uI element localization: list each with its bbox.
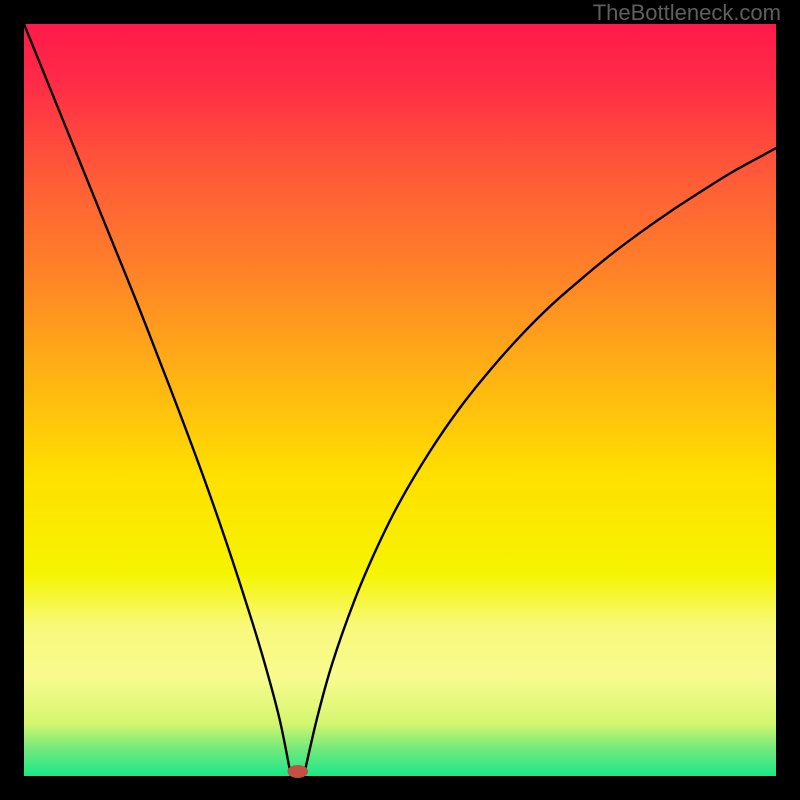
watermark-text: TheBottleneck.com [593,0,781,26]
chart-frame: TheBottleneck.com [0,0,800,800]
minimum-marker [288,765,308,777]
plot-background [24,24,776,776]
bottleneck-curve-chart [0,0,800,800]
